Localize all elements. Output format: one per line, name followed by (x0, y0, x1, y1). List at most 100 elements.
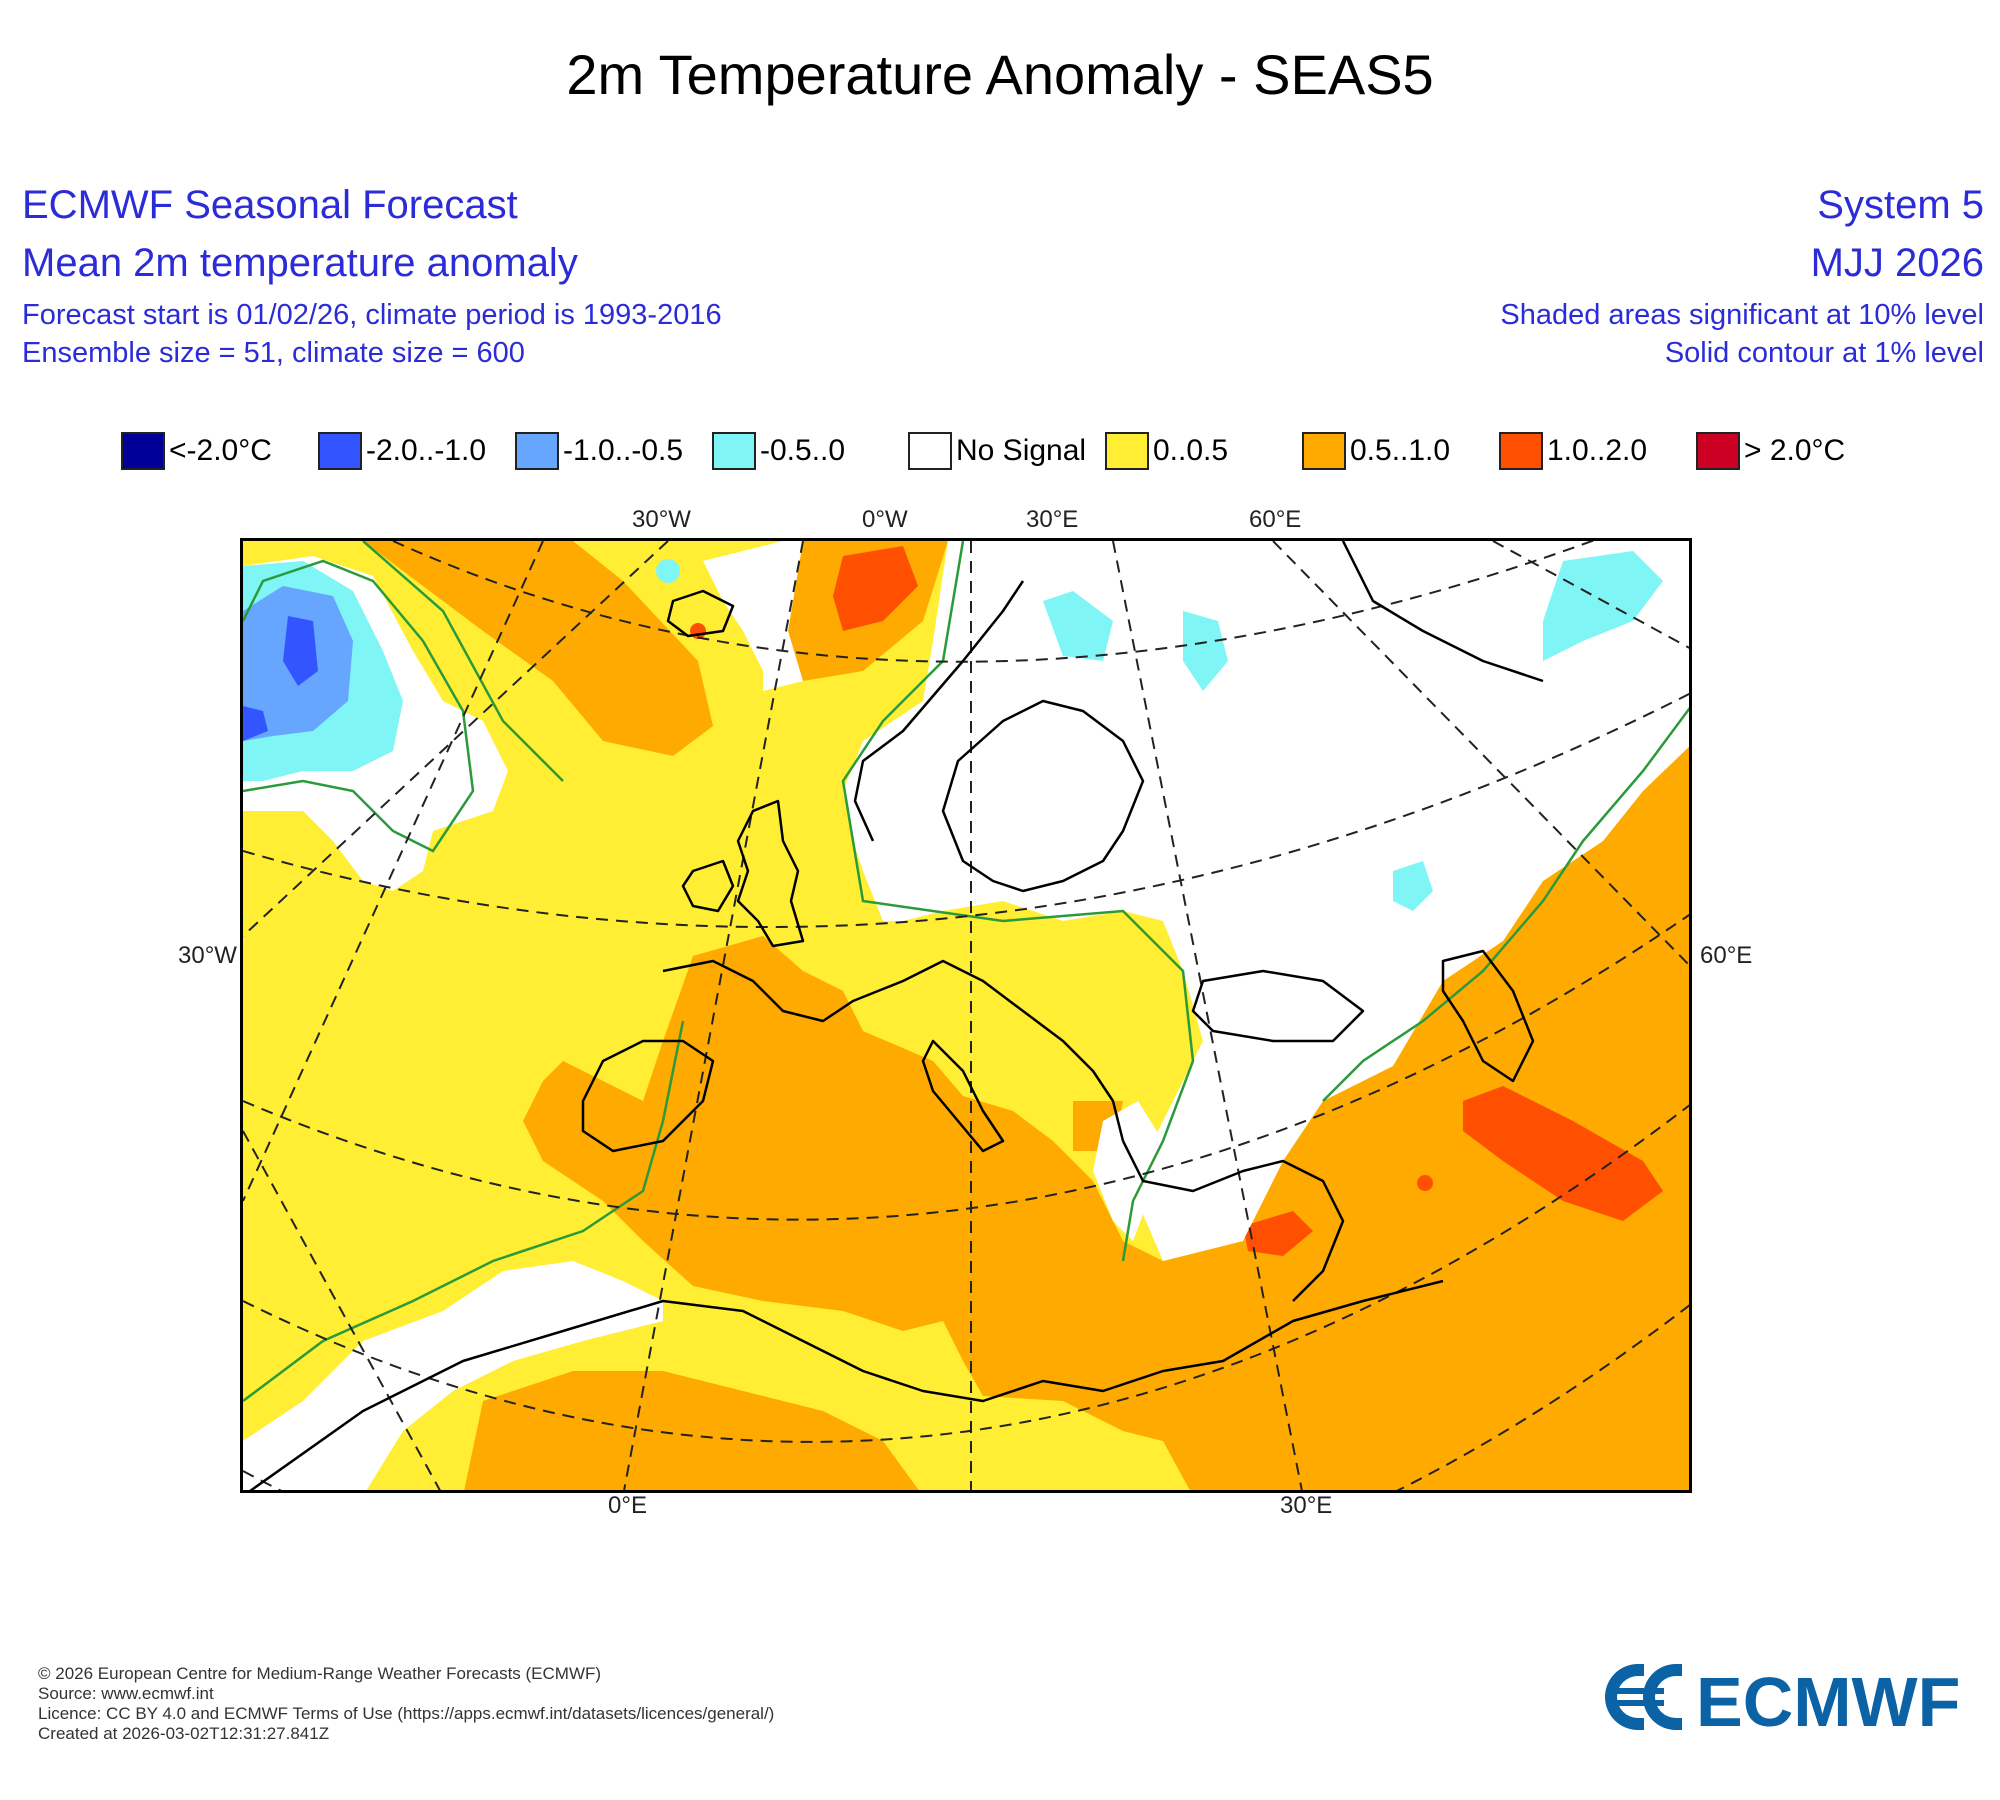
legend-item: 0.5..1.0 (1302, 430, 1450, 472)
fill-red-turkey (1243, 1211, 1313, 1256)
fill-orange-north-atlantic (363, 541, 713, 756)
legend-item: -1.0..-0.5 (515, 430, 683, 472)
graticule-meridian (1272, 541, 1689, 967)
lon-label-top: 60°E (1249, 506, 1302, 533)
fill-red-norway-sea (833, 546, 918, 631)
coast-iberia (581, 1039, 715, 1153)
footer-licence: Licence: CC BY 4.0 and ECMWF Terms of Us… (38, 1704, 775, 1723)
graticule-parallel (243, 913, 1689, 1221)
legend-swatch (1499, 432, 1543, 470)
legend-swatch (1696, 432, 1740, 470)
legend-label: -0.5..0 (760, 434, 846, 467)
coast-italy (921, 1039, 1005, 1153)
fill-white-barents (703, 541, 803, 691)
chart-title: 2m Temperature Anomaly - SEAS5 (566, 43, 1434, 106)
graticule (243, 541, 1689, 1490)
header-left-line-2: Mean 2m temperature anomaly (22, 241, 578, 285)
fill-cyan-arctic (1543, 551, 1663, 661)
legend-label: 0.5..1.0 (1350, 434, 1451, 467)
legend-label: -2.0..-1.0 (366, 434, 487, 467)
contour-africa (243, 1020, 685, 1402)
graticule-meridian (243, 541, 544, 1202)
legend-label: > 2.0°C (1744, 434, 1846, 467)
legend-label: -1.0..-0.5 (563, 434, 684, 467)
fill-red-caspian (1463, 1086, 1663, 1221)
coastlines (249, 541, 1544, 1490)
header-left-line-4: Ensemble size = 51, climate size = 600 (22, 337, 525, 369)
fill-blue-greenland (283, 616, 318, 686)
graticule-meridian (243, 541, 669, 937)
legend-label: <-2.0°C (169, 434, 272, 467)
coast-north-africa (249, 1279, 1444, 1490)
footer-copyright: © 2026 European Centre for Medium-Range … (38, 1664, 602, 1683)
legend-swatch (121, 432, 165, 470)
header-left-line-3: Forecast start is 01/02/26, climate peri… (22, 299, 722, 331)
ecmwf-logo-icon: ECMWF (1605, 1663, 1960, 1741)
graticule-parallel (243, 1104, 1689, 1443)
contour-scand (841, 541, 1195, 1262)
logo-text: ECMWF (1696, 1663, 1960, 1735)
graticule-meridian (1492, 541, 1689, 649)
coast-norway (853, 580, 1025, 842)
legend-swatch (1105, 432, 1149, 470)
coast-black-sea (1191, 969, 1365, 1043)
legend-item: -2.0..-1.0 (318, 430, 486, 472)
graticule-meridian (623, 541, 804, 1490)
fill-red-spot (1417, 1175, 1433, 1191)
map-svg (243, 541, 1689, 1490)
contour-russia (1322, 706, 1689, 1102)
coast-sweden-finland (941, 699, 1145, 893)
fill-cyan-finland (1183, 611, 1228, 691)
anomaly-map (240, 538, 1692, 1493)
legend-item: > 2.0°C (1696, 430, 1845, 472)
lon-label-left: 30°W (178, 942, 237, 969)
fill-cyan-iceland (656, 559, 680, 583)
legend-label: 1.0..2.0 (1547, 434, 1648, 467)
legend-swatch (318, 432, 362, 470)
lon-label-top: 0°W (862, 506, 908, 533)
fill-orange-europe (523, 746, 1689, 1490)
graticule-parallel (392, 541, 1595, 663)
coast-mediterranean-east (1121, 1140, 1345, 1302)
coast-britain (736, 799, 805, 948)
lon-label-top: 30°W (632, 506, 691, 533)
fill-cyan-scand (1043, 591, 1113, 661)
lon-label-bottom: 0°E (608, 1492, 647, 1519)
fill-white-balkans (1093, 1101, 1163, 1241)
coast-iceland (666, 589, 735, 638)
coast-europe (662, 959, 1125, 1142)
contour-north-atlantic (362, 541, 564, 782)
lon-label-right: 60°E (1700, 942, 1753, 969)
header-right-line-3: Shaded areas significant at 10% level (1500, 299, 1984, 331)
legend-swatch (515, 432, 559, 470)
graticule-meridian (1112, 541, 1303, 1490)
fill-blue-greenland-2 (243, 706, 268, 741)
legend-label: 0..0.5 (1153, 434, 1229, 467)
legend-item: 0..0.5 (1105, 430, 1228, 472)
lon-label-bottom: 30°E (1280, 1492, 1333, 1519)
header-left-line-1: ECMWF Seasonal Forecast (22, 183, 518, 227)
legend-swatch (908, 432, 952, 470)
legend-label: No Signal (956, 434, 1087, 467)
coast-arctic-russia (1341, 541, 1544, 683)
header-right-line-1: System 5 (1817, 183, 1984, 227)
ecmwf-logo: ECMWF (1598, 1660, 1978, 1741)
coast-caspian (1441, 949, 1535, 1083)
fill-cyan-russia (1393, 861, 1433, 911)
footer-created: Created at 2026-03-02T12:31:27.841Z (38, 1724, 330, 1743)
legend-item: -0.5..0 (712, 430, 845, 472)
graticule-meridian (243, 1130, 441, 1490)
fill-white-scandinavia-russia (843, 541, 1689, 1261)
header-right-line-2: MJJ 2026 (1810, 241, 1984, 285)
coast-ireland (681, 859, 735, 913)
footer-source: Source: www.ecmwf.int (38, 1684, 214, 1703)
legend-item: No Signal (908, 430, 1086, 472)
contour-greenland (243, 559, 475, 853)
legend-item: 1.0..2.0 (1499, 430, 1647, 472)
fill-orange-sahara (464, 1371, 919, 1490)
legend-swatch (712, 432, 756, 470)
significance-contours (243, 541, 1689, 1402)
legend-item: <-2.0°C (121, 430, 272, 472)
legend-swatch (1302, 432, 1346, 470)
lon-label-top: 30°E (1026, 506, 1079, 533)
